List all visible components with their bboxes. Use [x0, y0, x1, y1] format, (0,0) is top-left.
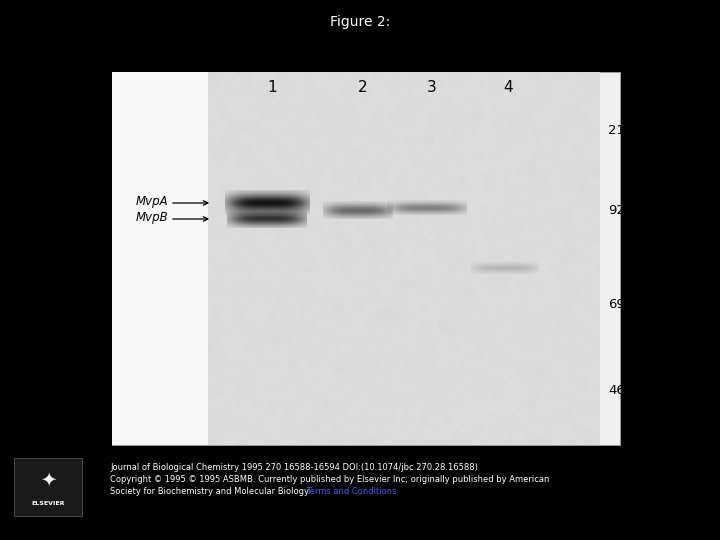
- Text: MvpA: MvpA: [135, 195, 168, 208]
- Text: Journal of Biological Chemistry 1995 270 16588-16594 DOI:(10.1074/jbc.270.28.165: Journal of Biological Chemistry 1995 270…: [110, 463, 478, 472]
- Text: 210: 210: [608, 124, 634, 137]
- Text: 3: 3: [427, 80, 437, 96]
- Text: 46: 46: [608, 383, 625, 396]
- Bar: [112, 72, 208, 445]
- Bar: [112, 72, 620, 445]
- Text: Terms and Conditions: Terms and Conditions: [306, 488, 397, 496]
- Text: MvpB: MvpB: [135, 212, 168, 225]
- Bar: [14, 458, 82, 516]
- Text: 1: 1: [267, 80, 276, 96]
- Text: 69: 69: [608, 299, 625, 312]
- Text: Figure 2:: Figure 2:: [330, 15, 390, 29]
- Text: 92: 92: [608, 204, 625, 217]
- Bar: [208, 72, 600, 445]
- Text: Copyright © 1995 © 1995 ASBMB. Currently published by Elsevier Inc; originally p: Copyright © 1995 © 1995 ASBMB. Currently…: [110, 476, 549, 484]
- Text: Society for Biochemistry and Molecular Biology.: Society for Biochemistry and Molecular B…: [110, 488, 310, 496]
- Text: 4: 4: [503, 80, 513, 96]
- Text: ELSEVIER: ELSEVIER: [31, 501, 65, 506]
- Text: 2: 2: [358, 80, 368, 96]
- Text: ✦: ✦: [40, 470, 56, 490]
